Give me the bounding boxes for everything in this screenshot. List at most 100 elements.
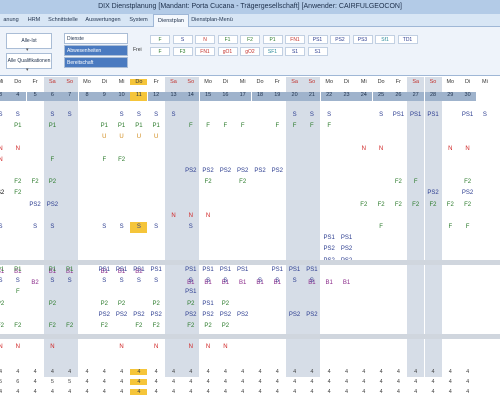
shift-cell[interactable]: N xyxy=(119,344,124,350)
shift-cell[interactable]: PS2 xyxy=(185,311,197,318)
shift-cell[interactable]: F2 xyxy=(31,179,39,186)
filter-item[interactable]: Bereitschaft xyxy=(64,57,128,68)
shift-cell[interactable]: PS1 xyxy=(150,267,162,273)
shift-cell[interactable]: PS2 xyxy=(254,168,266,174)
shift-cell[interactable]: F2 xyxy=(66,323,74,329)
shift-cell[interactable]: F2 xyxy=(152,323,160,329)
shift-cell[interactable]: S xyxy=(102,278,107,285)
shift-cell[interactable]: B1 xyxy=(117,268,126,275)
menu-item-0[interactable]: anung xyxy=(3,17,19,23)
shift-cell[interactable]: U xyxy=(154,134,159,141)
shift-chip[interactable]: S1 xyxy=(285,47,305,56)
shift-cell[interactable]: S xyxy=(50,224,55,230)
shift-cell[interactable]: F xyxy=(206,123,210,130)
shift-cell[interactable]: PS1 xyxy=(202,267,214,273)
filter-item[interactable]: Dienste xyxy=(64,33,128,44)
shift-cell[interactable]: S xyxy=(257,278,262,285)
shift-cell[interactable]: F2 xyxy=(0,323,4,329)
shift-cell[interactable]: B1 xyxy=(239,280,247,286)
shift-cell[interactable]: S xyxy=(292,112,297,118)
shift-cell[interactable]: N xyxy=(188,344,193,350)
shift-cell[interactable]: P2 xyxy=(204,323,212,329)
menu-item-4[interactable]: System xyxy=(129,17,148,23)
shift-cell[interactable]: S xyxy=(275,278,280,285)
shift-cell[interactable]: PS1 xyxy=(271,267,283,273)
shift-cell[interactable]: PS2 xyxy=(202,168,214,174)
menu-item-1[interactable]: HRM xyxy=(27,17,41,23)
shift-cell[interactable]: S xyxy=(154,112,159,118)
shift-cell[interactable]: N xyxy=(0,156,3,163)
shift-cell[interactable]: S xyxy=(0,278,3,285)
shift-chip[interactable]: N xyxy=(195,35,215,44)
shift-cell[interactable]: B1 xyxy=(256,280,264,286)
shift-cell[interactable]: S xyxy=(119,224,124,230)
shift-cell[interactable]: PS1 xyxy=(115,267,128,273)
shift-cell[interactable]: B1 xyxy=(325,280,333,286)
shift-cell[interactable]: PS2 xyxy=(98,311,110,318)
shift-cell[interactable]: B1 xyxy=(221,280,230,286)
shift-cell[interactable]: P1 xyxy=(0,267,5,273)
shift-cell[interactable]: B1 xyxy=(187,280,195,286)
shift-cell[interactable]: PS2 xyxy=(237,311,249,318)
shift-cell[interactable]: P1 xyxy=(100,123,108,130)
shift-cell[interactable]: F xyxy=(50,156,55,163)
shift-cell[interactable]: F2 xyxy=(360,201,368,208)
shift-cell[interactable]: F xyxy=(240,123,245,130)
shift-chip[interactable]: gO1 xyxy=(217,47,238,56)
shift-cell[interactable]: U xyxy=(136,134,142,141)
shift-cell[interactable]: PS1 xyxy=(185,289,197,296)
shift-cell[interactable]: F2 xyxy=(204,179,212,186)
shift-cell[interactable]: N xyxy=(205,344,211,350)
shift-chip[interactable]: Sf1 xyxy=(375,35,395,44)
shift-cell[interactable]: P1 xyxy=(135,123,143,130)
shift-cell[interactable]: F2 xyxy=(100,323,108,329)
shift-cell[interactable]: S xyxy=(206,278,211,285)
shift-cell[interactable]: PS2 xyxy=(306,311,318,318)
shift-chip[interactable]: F2 xyxy=(240,35,260,44)
shift-cell[interactable]: S xyxy=(309,112,314,118)
shift-cell[interactable]: S xyxy=(482,112,487,118)
shift-cell[interactable]: P2 xyxy=(0,300,5,307)
shift-chip[interactable]: F xyxy=(150,47,170,56)
shift-cell[interactable]: P1 xyxy=(48,123,57,130)
shift-cell[interactable]: F xyxy=(292,123,297,130)
shift-chip[interactable]: F3 xyxy=(172,47,193,56)
shift-cell[interactable]: P2 xyxy=(48,179,57,186)
shift-cell[interactable]: N xyxy=(188,212,193,219)
shift-cell[interactable]: F2 xyxy=(239,179,247,186)
shift-cell[interactable]: S xyxy=(0,224,3,230)
shift-cell[interactable]: F xyxy=(188,123,193,130)
shift-cell[interactable]: F2 xyxy=(446,201,454,208)
shift-cell[interactable]: N xyxy=(15,344,20,350)
shift-cell[interactable]: F2 xyxy=(464,201,472,208)
shift-cell[interactable]: PS1 xyxy=(461,112,474,118)
shift-chip[interactable]: SF1 xyxy=(262,47,283,56)
shift-cell[interactable]: F xyxy=(327,123,332,130)
shift-cell[interactable]: PS1 xyxy=(306,267,318,273)
shift-cell[interactable]: P2 xyxy=(187,300,195,307)
shift-chip[interactable]: FN1 xyxy=(195,47,215,56)
shift-cell[interactable]: N xyxy=(448,145,453,152)
shift-cell[interactable]: PS2 xyxy=(115,311,128,318)
shift-chip[interactable]: FN1 xyxy=(285,35,305,44)
shift-cell[interactable]: S xyxy=(136,278,141,285)
shift-cell[interactable]: PS1 xyxy=(340,235,353,242)
shift-cell[interactable]: N xyxy=(154,344,159,350)
shift-cell[interactable]: PS1 xyxy=(133,267,145,273)
shift-cell[interactable]: S xyxy=(154,224,159,230)
shift-cell[interactable]: PS2 xyxy=(271,168,283,174)
shift-cell[interactable]: P2 xyxy=(221,300,230,307)
shift-cell[interactable]: B1 xyxy=(308,280,316,286)
shift-chip[interactable]: PS3 xyxy=(352,35,373,44)
shift-cell[interactable]: P2 xyxy=(221,323,230,329)
shift-cell[interactable]: S xyxy=(309,278,314,285)
shift-cell[interactable]: PS2 xyxy=(237,168,249,174)
shift-cell[interactable]: F xyxy=(223,123,228,130)
shift-chip[interactable]: P1 xyxy=(262,35,283,44)
shift-cell[interactable]: B1 xyxy=(204,280,212,286)
shift-cell[interactable]: F2 xyxy=(48,323,56,329)
shift-cell[interactable]: PS1 xyxy=(219,267,232,273)
shift-cell[interactable]: P1 xyxy=(48,267,57,273)
shift-cell[interactable]: N xyxy=(223,344,228,350)
shift-cell[interactable]: PS2 xyxy=(46,201,59,208)
